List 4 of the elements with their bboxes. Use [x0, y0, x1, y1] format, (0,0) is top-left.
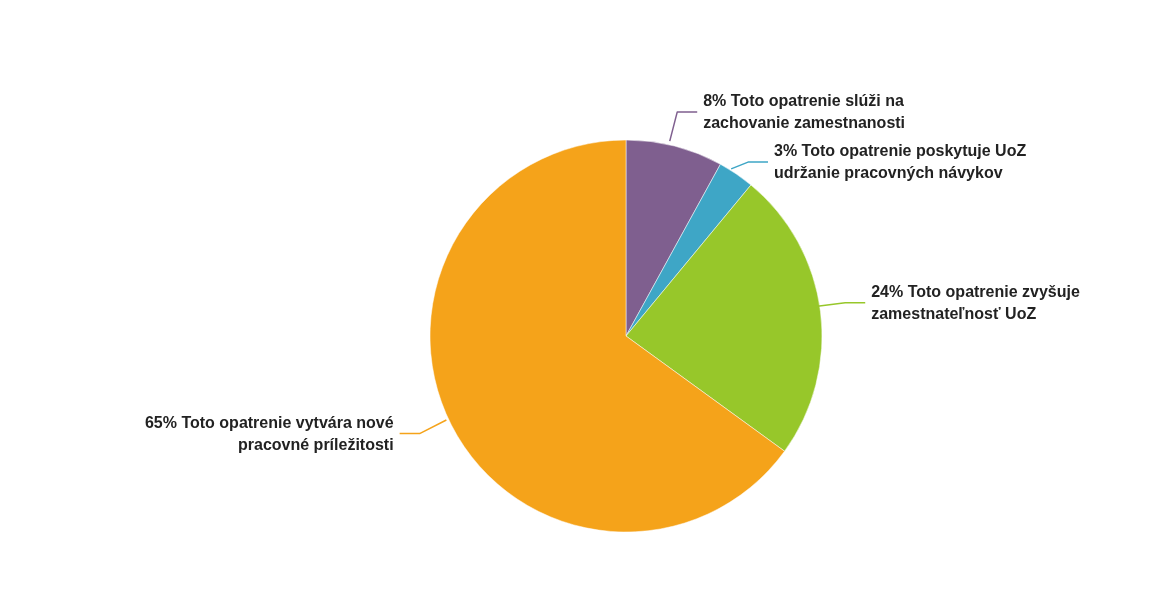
slice-label: 24% Toto opatrenie zvyšuje zamestnateľnosť UoZ: [871, 282, 1080, 322]
slice-label: 3% Toto opatrenie poskytuje UoZ udržanie pracovných návykov: [774, 142, 1027, 182]
slice-label: 65% Toto opatrenie vytvára nové pracovné príležitosti: [144, 413, 394, 453]
slice-label: 8% Toto opatrenie slúži na zachovanie zamestnanosti: [703, 92, 906, 132]
